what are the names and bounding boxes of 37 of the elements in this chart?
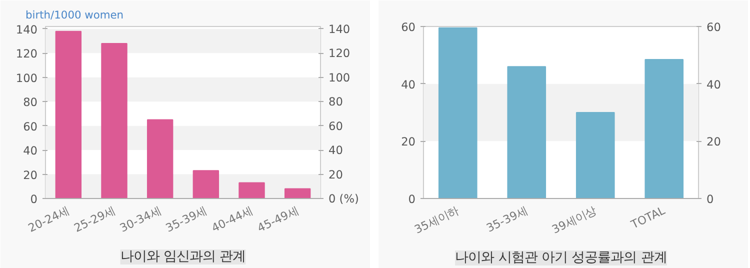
bar (55, 30, 82, 198)
y2-tick-label: 0 (706, 192, 714, 206)
y-tick-label: 80 (23, 95, 38, 110)
y-tick-label: 60 (23, 119, 38, 134)
y-tick-label: 20 (23, 168, 38, 182)
bar (438, 27, 478, 198)
y2-tick-label: 120 (328, 46, 350, 60)
y2-tick-label: 0 (%) (328, 192, 359, 206)
bar (644, 58, 684, 198)
y-tick-label: 40 (23, 144, 38, 158)
y-tick-label: 0 (408, 192, 416, 206)
bar (101, 42, 128, 198)
y2-tick-label: 40 (328, 143, 343, 158)
y2-tick-label: 80 (328, 94, 343, 109)
y-tick-label: 120 (16, 46, 38, 61)
y2-tick-label: 100 (328, 70, 350, 84)
y2-tick-label: 140 (328, 22, 350, 36)
bar (507, 66, 546, 198)
bar (238, 182, 265, 198)
y-tick-label: 60 (401, 20, 416, 34)
y2-tick-label: 60 (328, 118, 343, 133)
bar (576, 112, 615, 198)
y-tick-label: 40 (401, 77, 416, 92)
y2-tick-label: 40 (706, 77, 721, 92)
y-tick-label: 20 (401, 134, 416, 149)
bar (146, 119, 174, 198)
bar (284, 188, 311, 198)
y-axis-title: birth/1000 women (26, 8, 124, 22)
y2-tick-label: 60 (706, 20, 721, 34)
y2-tick-label: 20 (706, 134, 721, 149)
text: 나이와 시험관 아기 성공률과의 관계 (455, 250, 667, 266)
y2-tick-label: 20 (328, 167, 343, 182)
text: 나이와 임신과의 관계 (120, 250, 246, 264)
y-tick-label: 0 (30, 192, 38, 206)
y-tick-label: 100 (16, 70, 38, 85)
bar (192, 170, 220, 198)
y-tick-label: 140 (16, 22, 38, 36)
